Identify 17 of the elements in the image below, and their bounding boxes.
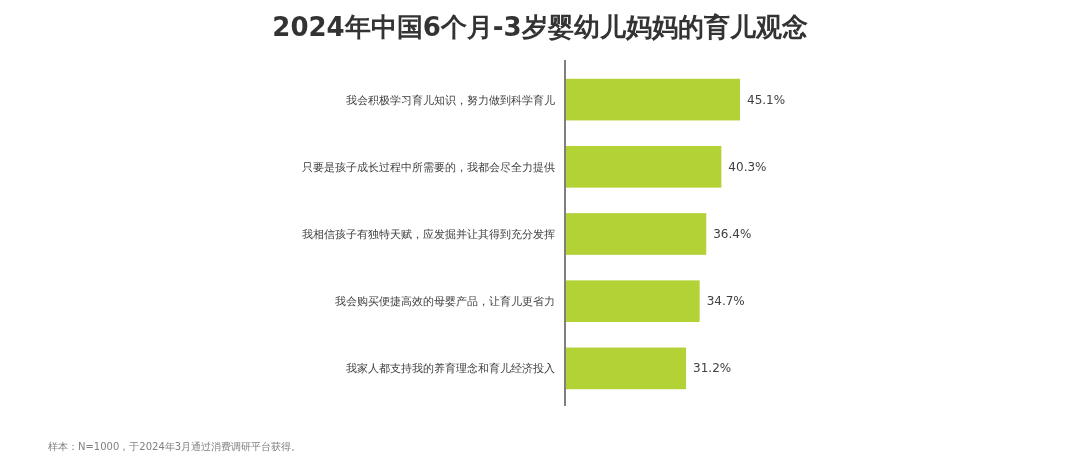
data-label: 31.2% (693, 361, 732, 376)
y-tick-label: 我会积极学习育儿知识，努力做到科学育儿 (346, 93, 555, 107)
bar (565, 280, 700, 323)
y-tick-label: 我会购买便捷高效的母婴产品，让育儿更省力 (335, 295, 555, 309)
bar (565, 213, 707, 255)
text: 样本：N=1000，于2024年3月通过消费调研平台获得。 (48, 441, 302, 452)
bar (565, 145, 722, 188)
y-tick-label: 我家人都支持我的养育理念和育儿经济投入 (346, 362, 555, 376)
y-tick-label: 我相信孩子有独特天赋，应发掘并让其得到充分发挥 (302, 228, 555, 241)
data-label: 34.7% (706, 294, 745, 309)
bar (565, 347, 687, 390)
data-label: 40.3% (728, 159, 767, 174)
data-label: 36.4% (713, 227, 752, 241)
data-label: 45.1% (747, 92, 786, 107)
bar (565, 78, 740, 121)
chart-title: 2024年中国6个月-3岁婴幼儿妈妈的育儿观念 (272, 12, 808, 42)
y-tick-label: 只要是孩子成长过程中所需要的，我都会尽全力提供 (302, 160, 555, 174)
